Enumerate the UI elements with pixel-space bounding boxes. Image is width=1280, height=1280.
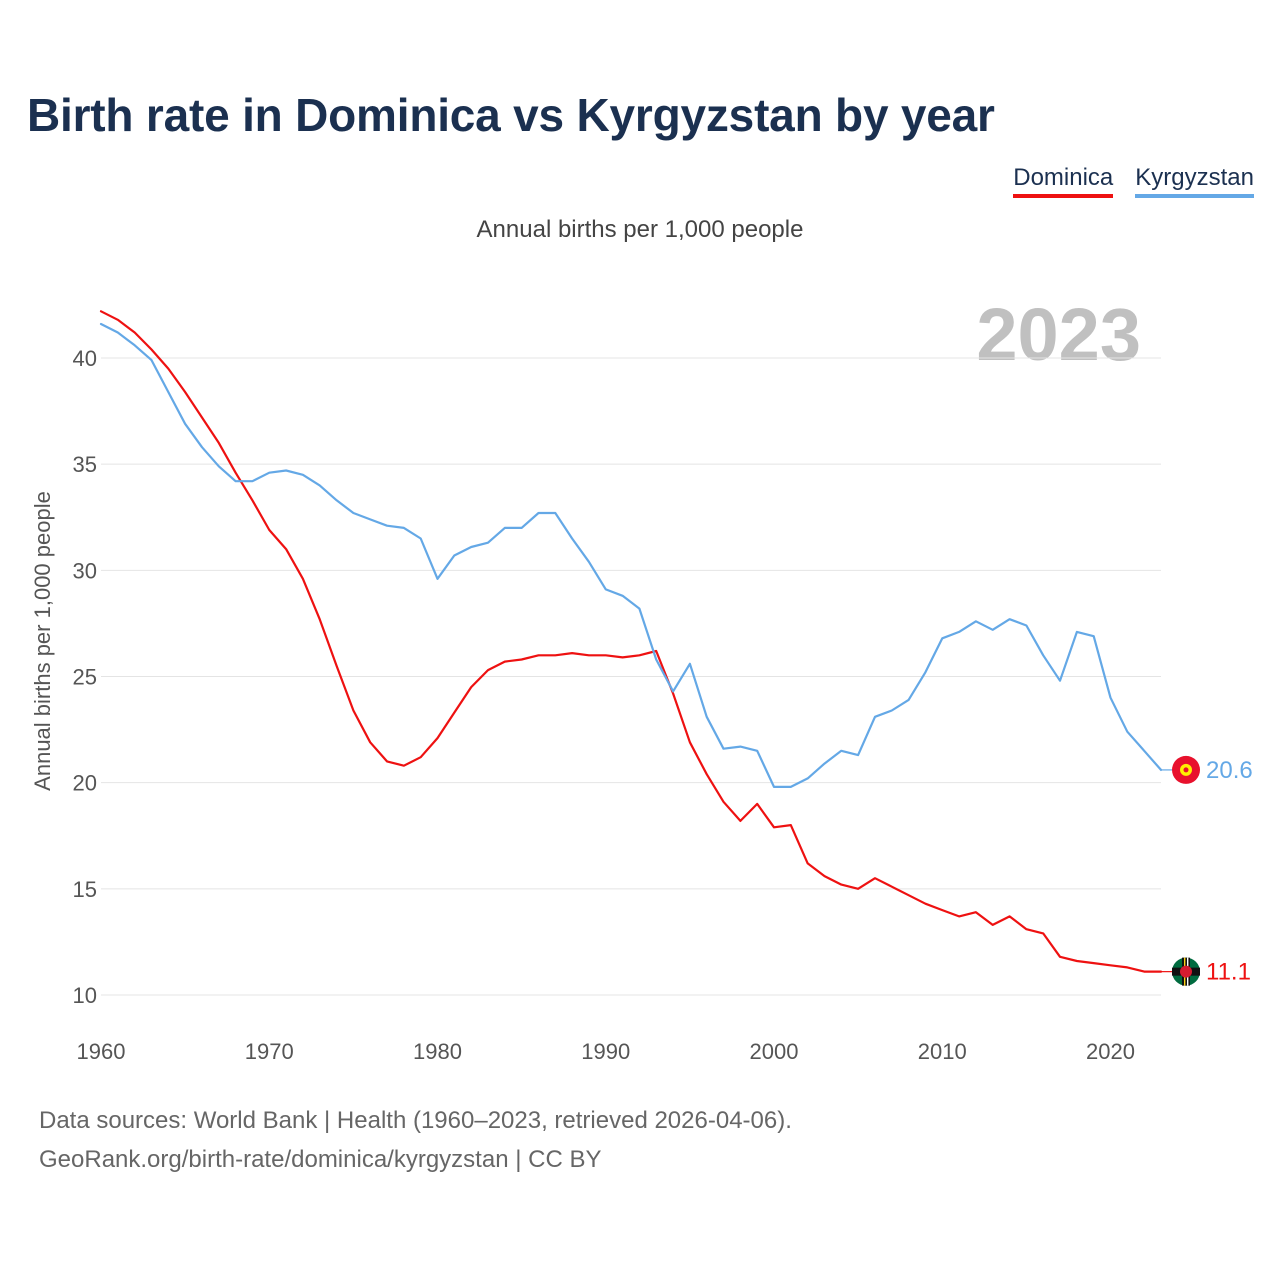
legend-item-dominica[interactable]: Dominica [1013,164,1114,198]
y-tick-label-20: 20 [73,771,97,796]
line-chart: 2023 10 15 20 25 30 35 40 1960 1970 1980 1990 2000 20… [30,293,1253,1064]
x-tick-label-2020: 2020 [1086,1039,1135,1064]
y-tick-label-15: 15 [73,877,97,902]
series-line-dominica [99,310,1163,973]
series-line-kyrgyzstan [99,322,1163,789]
x-tick-label-1960: 1960 [77,1039,126,1064]
x-tick-label-1980: 1980 [413,1039,462,1064]
legend: Dominica Kyrgyzstan [1013,164,1254,198]
x-tick-label-2010: 2010 [918,1039,967,1064]
end-label-kyrgyzstan: 20.6 [1206,757,1253,784]
data-sources-note: Data sources: World Bank | Health (1960–… [39,1107,792,1134]
y-axis-title: Annual births per 1,000 people [30,491,55,791]
source-url[interactable]: GeoRank.org/birth-rate/dominica/kyrgyzst… [39,1146,602,1173]
y-tick-label-10: 10 [73,983,97,1008]
legend-item-kyrgyzstan[interactable]: Kyrgyzstan [1135,164,1254,198]
y-tick-label-25: 25 [73,665,97,690]
y-tick-label-30: 30 [73,558,97,583]
chart-subtitle: Annual births per 1,000 people [476,216,804,243]
y-tick-label-35: 35 [73,452,97,477]
end-label-dominica: 11.1 [1206,959,1251,986]
y-tick-label-40: 40 [73,346,97,371]
x-tick-label-2000: 2000 [750,1039,799,1064]
chart-title: Birth rate in Dominica vs Kyrgyzstan by … [27,89,995,141]
flag-kyrgyzstan-tunduk [1182,766,1190,774]
x-tick-label-1990: 1990 [581,1039,630,1064]
x-tick-label-1970: 1970 [245,1039,294,1064]
year-watermark: 2023 [976,293,1141,376]
flag-dominica-disc [1180,965,1192,978]
